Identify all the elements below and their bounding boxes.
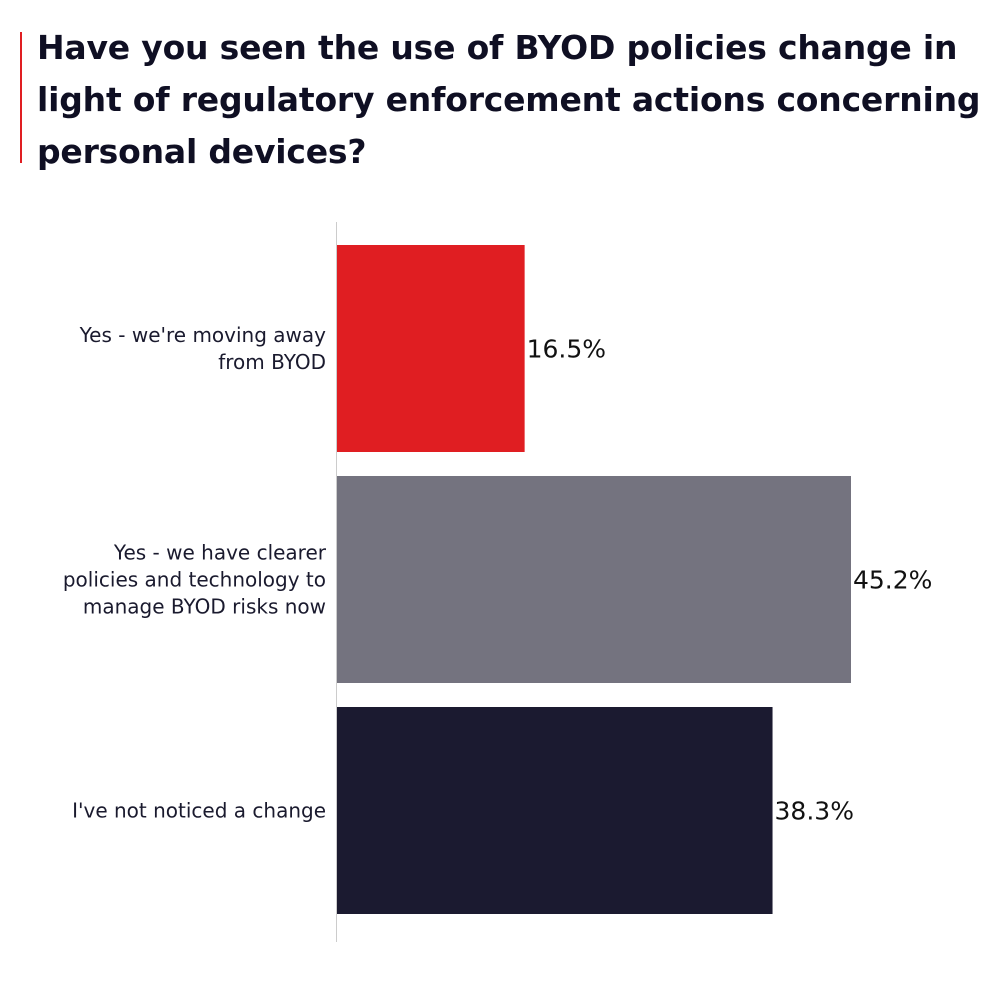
value-label-3: 38.3% (775, 797, 854, 826)
category-label-2-line-3: manage BYOD risks now (83, 595, 326, 619)
bar-1 (337, 245, 525, 452)
category-label-1-line-2: from BYOD (218, 350, 326, 374)
category-label-1-line-1: Yes - we're moving away (79, 323, 327, 347)
chart-title: Have you seen the use of BYOD policies c… (37, 28, 981, 171)
title-accent-bar (20, 32, 22, 163)
value-label-2: 45.2% (853, 566, 932, 595)
category-label-3-line-1: I've not noticed a change (72, 799, 326, 823)
category-label-2-line-2: policies and technology to (63, 568, 326, 592)
bar-3 (337, 707, 773, 914)
bar-2 (337, 476, 851, 683)
value-label-1: 16.5% (527, 335, 606, 364)
category-label-2-line-1: Yes - we have clearer (113, 541, 327, 565)
bars-group: 16.5% Yes - we're moving away from BYOD 45.… (63, 245, 932, 914)
